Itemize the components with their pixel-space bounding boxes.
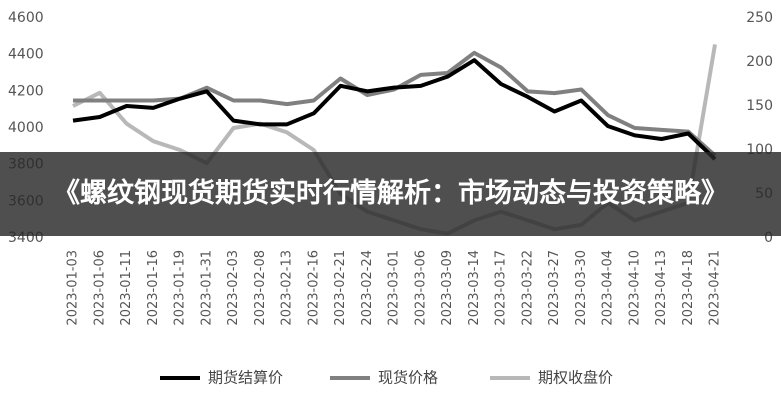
y-tick-label: 4200: [8, 83, 44, 99]
x-tick-label: 2023-01-31: [199, 250, 214, 326]
legend-label: 期权收盘价: [538, 369, 613, 387]
x-tick-label: 2023-01-06: [92, 250, 107, 326]
x-tick-label: 2023-03-01: [387, 250, 402, 326]
y-tick-label: 4400: [8, 47, 44, 63]
legend-label: 期货结算价: [208, 369, 283, 387]
x-tick-label: 2023-03-09: [440, 250, 455, 326]
x-tick-label: 2023-02-13: [280, 250, 295, 326]
series-line: [72, 58, 717, 161]
y-tick-label: 4000: [8, 120, 44, 136]
x-tick-label: 2023-04-21: [708, 250, 723, 326]
banner: 《螺纹钢现货期货实时行情解析：市场动态与投资策略》: [0, 152, 781, 236]
x-tick-label: 2023-01-19: [173, 250, 188, 326]
x-tick-label: 2023-03-14: [467, 250, 482, 326]
x-tick-label: 2023-02-03: [226, 250, 241, 326]
x-tick-label: 2023-03-06: [413, 250, 428, 326]
x-tick-label: 2023-02-08: [253, 250, 268, 326]
x-tick-label: 2023-02-24: [360, 250, 375, 326]
y2-tick-label: 150: [746, 98, 773, 114]
x-tick-label: 2023-04-13: [654, 250, 669, 326]
x-tick-label: 2023-02-16: [306, 250, 321, 326]
x-tick-label: 2023-03-30: [574, 250, 589, 326]
y2-tick-label: 200: [746, 54, 773, 70]
x-tick-label: 2023-01-03: [66, 250, 81, 326]
x-tick-label: 2023-01-16: [146, 250, 161, 326]
x-tick-label: 2023-01-11: [119, 250, 134, 326]
y2-tick-label: 0: [764, 230, 773, 246]
x-tick-label: 2023-02-21: [333, 250, 348, 326]
x-tick-label: 2023-03-27: [547, 250, 562, 326]
legend-label: 现货价格: [378, 369, 438, 387]
x-tick-label: 2023-04-04: [601, 250, 616, 326]
x-tick-label: 2023-04-10: [627, 250, 642, 326]
x-tick-label: 2023-03-17: [494, 250, 509, 326]
y-tick-label: 4600: [8, 10, 44, 26]
x-tick-label: 2023-04-18: [681, 250, 696, 326]
x-tick-label: 2023-03-22: [520, 250, 535, 326]
y2-tick-label: 250: [746, 10, 773, 26]
banner-title: 《螺纹钢现货期货实时行情解析：市场动态与投资策略》: [53, 178, 728, 209]
